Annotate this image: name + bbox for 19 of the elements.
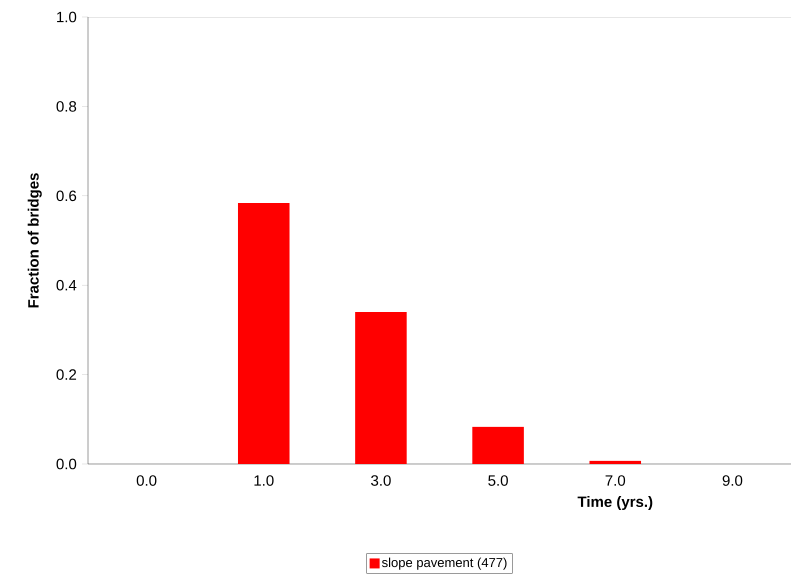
y-axis-title: Fraction of bridges	[28, 173, 42, 308]
y-tick-label: 0.2	[56, 369, 76, 380]
x-axis-title: Time (yrs.)	[578, 496, 652, 510]
x-tick-label: 9.0	[722, 475, 742, 486]
y-tick-label: 1.0	[57, 12, 76, 22]
x-tick-label: 7.0	[606, 475, 626, 486]
y-tick-label: 0.8	[56, 101, 76, 112]
bar	[472, 426, 524, 464]
bar	[589, 460, 642, 464]
y-tick-label: 0.6	[56, 190, 76, 202]
x-tick-label: 3.0	[371, 475, 391, 486]
legend-label: slope pavement (477)	[382, 558, 507, 570]
bar	[355, 312, 407, 464]
y-tick-label: 0.0	[56, 458, 76, 470]
y-tick-label: 0.4	[56, 280, 76, 291]
bar	[238, 202, 290, 464]
x-tick-label: 0.0	[136, 475, 156, 486]
x-tick-label: 1.0	[254, 475, 274, 486]
x-tick-label: 5.0	[488, 475, 508, 486]
